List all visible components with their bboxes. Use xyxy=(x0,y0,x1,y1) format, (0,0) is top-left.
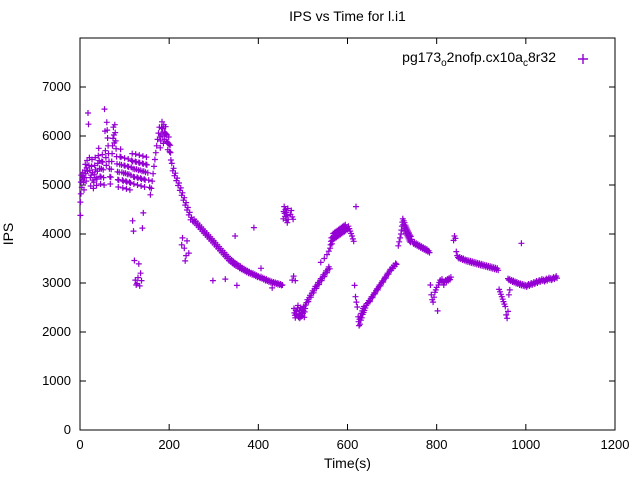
x-tick-label: 200 xyxy=(158,437,180,452)
x-tick-label: 400 xyxy=(247,437,269,452)
y-tick-label: 0 xyxy=(64,422,71,437)
y-tick-label: 5000 xyxy=(42,177,71,192)
axis-ticks xyxy=(79,38,616,431)
x-tick-label: 1200 xyxy=(601,437,630,452)
legend: pg173o2nofp.cx10ac8r32 xyxy=(402,49,590,69)
y-tick-label: 1000 xyxy=(42,373,71,388)
y-tick-label: 3000 xyxy=(42,275,71,290)
data-points xyxy=(77,106,560,329)
x-tick-label: 0 xyxy=(76,437,83,452)
y-tick-label: 6000 xyxy=(42,128,71,143)
x-tick-label: 800 xyxy=(426,437,448,452)
x-axis-label: Time(s) xyxy=(324,455,371,471)
legend-plus-marker-icon xyxy=(578,53,588,64)
y-axis-label: IPS xyxy=(0,222,16,246)
legend-series-label: pg173o2nofp.cx10ac8r32 xyxy=(402,49,556,69)
y-tick-label: 4000 xyxy=(42,226,71,241)
y-tick-label: 2000 xyxy=(42,324,71,339)
x-tick-label: 1000 xyxy=(511,437,540,452)
y-tick-label: 7000 xyxy=(42,79,71,94)
plot-border xyxy=(79,37,616,431)
x-tick-label: 600 xyxy=(337,437,359,452)
chart-title: IPS vs Time for l.i1 xyxy=(289,8,406,24)
